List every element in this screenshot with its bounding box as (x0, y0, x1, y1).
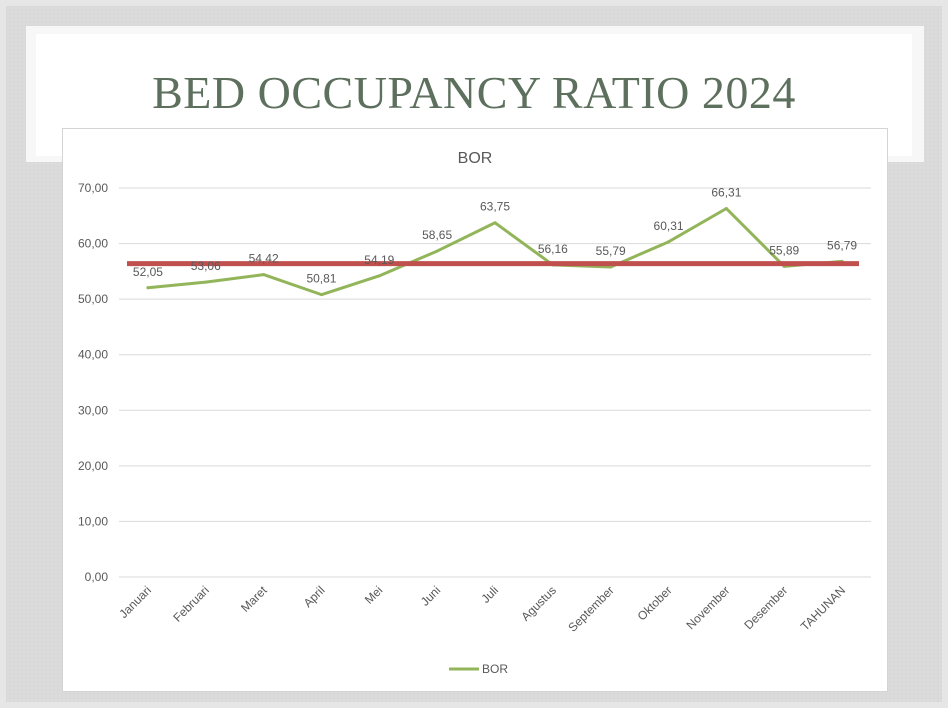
x-tick-label: Mei (362, 583, 386, 607)
legend-label: BOR (482, 662, 508, 676)
chart-panel: BOR 0,00 10,00 20,00 30,00 40,00 50,00 60,00 70… (62, 128, 888, 692)
y-tick-label: 20,00 (78, 459, 108, 473)
data-label: 53,06 (191, 259, 221, 273)
data-label: 52,05 (133, 265, 163, 279)
data-point (319, 293, 323, 297)
data-label: 55,79 (596, 244, 626, 258)
y-tick-label: 40,00 (78, 348, 108, 362)
data-label: 54,19 (364, 253, 394, 267)
data-label: 66,31 (711, 186, 741, 200)
data-label: 56,79 (827, 238, 857, 252)
x-tick-label: Februari (170, 583, 211, 624)
data-label: 54,42 (249, 252, 279, 266)
data-labels: 52,05 53,06 54,42 50,81 54,19 58,65 63,75 56,16… (133, 186, 858, 286)
y-tick-label: 50,00 (78, 292, 108, 306)
series-bor (146, 207, 844, 297)
x-tick-label: September (565, 583, 616, 634)
data-point (377, 274, 381, 278)
data-label: 50,81 (306, 272, 336, 286)
legend: BOR (449, 662, 508, 676)
data-point (204, 280, 208, 284)
y-tick-label: 60,00 (78, 237, 108, 251)
x-tick-label: Juli (478, 583, 501, 606)
y-tick-label: 0,00 (85, 570, 109, 584)
y-tick-label: 70,00 (78, 181, 108, 195)
data-point (667, 240, 671, 244)
line-chart: BOR 0,00 10,00 20,00 30,00 40,00 50,00 60,00 70… (78, 150, 871, 676)
slide-title: BED OCCUPANCY RATIO 2024 (152, 67, 796, 118)
data-point (262, 273, 266, 277)
data-label: 58,65 (422, 228, 452, 242)
x-tick-label: Maret (238, 583, 270, 615)
data-point (493, 221, 497, 225)
x-tick-label: Oktober (635, 583, 675, 623)
data-point (609, 265, 613, 269)
data-label: 60,31 (654, 219, 684, 233)
data-point (146, 286, 150, 290)
x-tick-label: Desember (741, 583, 790, 632)
x-tick-label: November (683, 583, 732, 632)
chart-title: BOR (458, 150, 493, 167)
data-label: 63,75 (480, 200, 510, 214)
x-tick-label: Januari (116, 583, 154, 621)
data-label: 56,16 (538, 242, 568, 256)
x-tick-label: Agustus (518, 583, 559, 624)
data-label: 55,89 (769, 243, 799, 257)
gridlines (119, 187, 871, 578)
y-tick-label: 30,00 (78, 403, 108, 417)
x-tick-label: TAHUNAN (798, 583, 848, 633)
y-tick-label: 10,00 (78, 514, 108, 528)
data-point (435, 249, 439, 253)
y-axis-ticks: 0,00 10,00 20,00 30,00 40,00 50,00 60,00 70,00 (78, 181, 108, 584)
data-point (724, 207, 728, 211)
x-tick-label: April (301, 583, 328, 610)
x-axis-ticks: Januari Februari Maret April Mei Juni Juli Agus… (116, 583, 848, 635)
x-tick-label: Juni (418, 583, 443, 608)
